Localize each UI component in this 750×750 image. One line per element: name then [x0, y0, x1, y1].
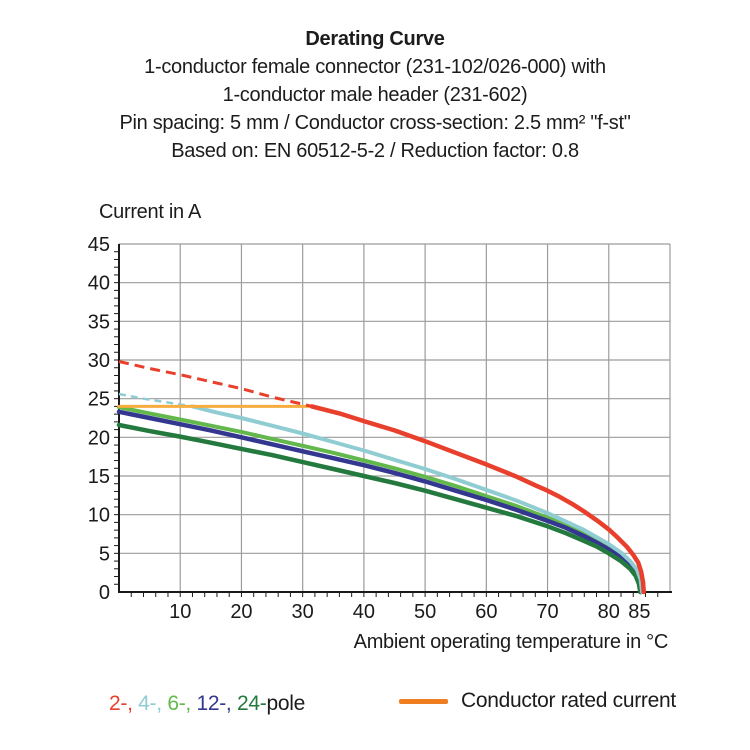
y-tick-label: 40 [88, 273, 110, 295]
x-tick-label: 30 [292, 601, 314, 623]
axes [118, 244, 672, 593]
x-axis-label: Ambient operating temperature in °C [353, 631, 669, 653]
legend-pole-counts: 2-, 4-, 6-, 12-, 24-pole [109, 692, 305, 716]
legend-pole-token: 12-, [196, 692, 232, 715]
y-tick-label: 45 [88, 234, 110, 256]
chart-legend: 2-, 4-, 6-, 12-, 24-pole Conductor rated… [0, 689, 750, 723]
chart-subtitle-line: 1-conductor male header (231-602) [222, 84, 528, 106]
series-12-pole [116, 409, 644, 595]
y-tick-label: 25 [88, 389, 110, 411]
y-tick-label: 30 [88, 350, 110, 372]
chart-subtitle-line: 1-conductor female connector (231-102/02… [144, 56, 606, 78]
x-tick-label: 70 [536, 601, 558, 623]
legend-pole-suffix: pole [266, 692, 305, 715]
series-2-pole [309, 404, 646, 595]
series-4-pole [190, 404, 645, 594]
legend-pole-token: 6-, [167, 692, 191, 715]
rated-current-line-swatch [399, 698, 448, 704]
y-axis-label: Current in A [99, 201, 202, 223]
y-tick-label: 15 [88, 466, 110, 488]
x-tick-label: 40 [353, 601, 375, 623]
x-tick-label: 20 [230, 601, 252, 623]
x-tick-label: 60 [475, 601, 497, 623]
legend-pole-token: 4-, [138, 692, 162, 715]
y-tick-label: 20 [88, 427, 110, 449]
series-4-pole-dashed-segment [118, 392, 193, 408]
x-tick-label: 80 [598, 601, 620, 623]
chart-title: Derating Curve [305, 28, 445, 50]
x-tick-label: 85 [628, 601, 650, 623]
y-tick-label: 35 [88, 311, 110, 333]
rated-current-label: Conductor rated current [461, 689, 676, 712]
legend-rated-current: Conductor rated current [399, 689, 676, 713]
legend-pole-token: 24- [237, 692, 267, 715]
tick-labels: 0 5 10 15 20 25 30 35 40 45 10 20 30 40 50 60 70 80 85 [88, 234, 651, 623]
chart-title-block: Derating Curve 1-conductor female connec… [0, 25, 750, 165]
legend-pole-token: 2-, [109, 692, 133, 715]
y-tick-label: 0 [99, 582, 110, 604]
curves [116, 360, 646, 595]
y-tick-label: 5 [99, 543, 110, 565]
gridlines [119, 243, 671, 592]
x-tick-label: 10 [169, 601, 191, 623]
chart-subtitle-line: Based on: EN 60512-5-2 / Reduction facto… [171, 140, 579, 162]
series-24-pole [116, 422, 643, 595]
y-tick-label: 10 [88, 505, 110, 527]
x-tick-label: 50 [414, 601, 436, 623]
chart-subtitle-line: Pin spacing: 5 mm / Conductor cross-sect… [119, 112, 631, 134]
